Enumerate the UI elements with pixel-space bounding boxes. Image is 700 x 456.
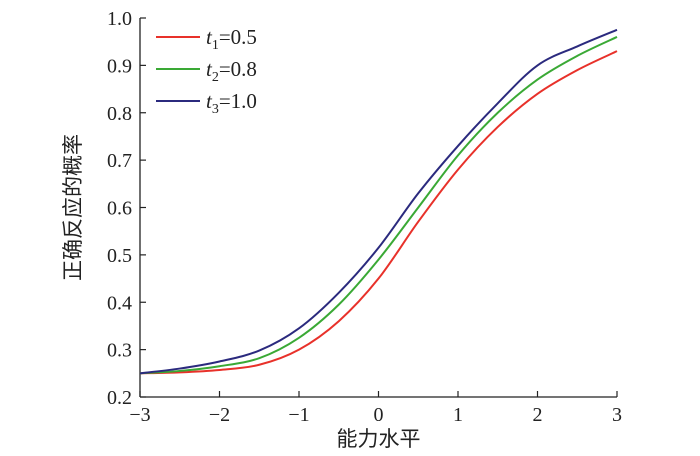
legend-var: t: [206, 89, 213, 113]
legend-subscript: 1: [212, 38, 219, 53]
legend-var: t: [206, 57, 213, 81]
x-tick-label: −2: [209, 404, 230, 426]
legend-subscript: 3: [212, 102, 219, 117]
series-lines: [139, 28, 618, 375]
legend-label-1: t1=0.5: [206, 25, 257, 53]
y-tick-label: 0.5: [107, 245, 132, 267]
y-tick-label: 0.6: [107, 198, 132, 220]
x-axis-label: 能力水平: [337, 427, 421, 451]
legend-subscript: 2: [212, 70, 219, 85]
legend-value: =0.8: [219, 57, 257, 81]
y-tick-label: 0.7: [107, 150, 132, 172]
legend-label-3: t3=1.0: [206, 89, 257, 117]
legend-value: =1.0: [219, 89, 257, 113]
y-tick-label: 1.0: [107, 8, 132, 30]
x-tick-label: 1: [453, 404, 463, 426]
y-tick-label: 0.8: [107, 103, 132, 125]
axes: −3 −2 −1 0 1 2 3 0.2 0.3 0.4 0.5 0.6 0.7 0.8 0.9 1.0: [107, 8, 622, 426]
legend-var: t: [206, 25, 213, 49]
x-tick-label: 0: [374, 404, 384, 426]
y-tick-label: 0.2: [107, 387, 132, 409]
y-tick-label: 0.3: [107, 340, 132, 362]
y-tick-label: 0.4: [107, 292, 132, 314]
series-line-3: [139, 28, 618, 375]
legend-value: =0.5: [219, 25, 257, 49]
x-tick-label: 3: [612, 404, 622, 426]
series-line-2: [139, 36, 618, 375]
legend: t1=0.5t2=0.8t3=1.0: [156, 25, 257, 117]
x-tick-label: −1: [288, 404, 309, 426]
x-tick-label: 2: [533, 404, 543, 426]
legend-label-2: t2=0.8: [206, 57, 257, 85]
series-line-1: [139, 50, 618, 375]
y-axis-label: 正确反应的概率: [61, 134, 85, 281]
y-tick-label: 0.9: [107, 55, 132, 77]
x-tick-label: −3: [129, 404, 150, 426]
